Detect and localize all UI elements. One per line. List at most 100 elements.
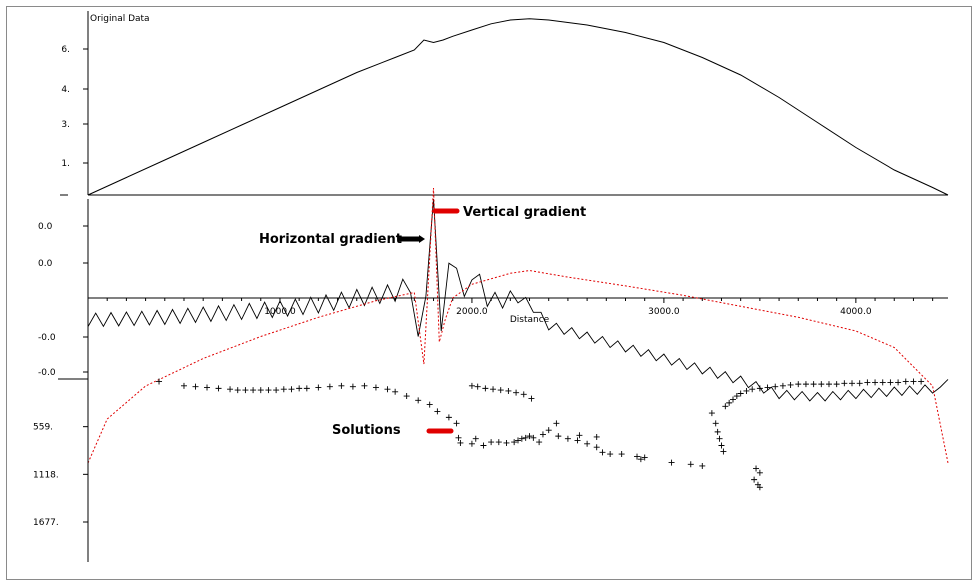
solution-point	[834, 381, 840, 387]
solution-point	[795, 381, 801, 387]
solution-point	[392, 389, 398, 395]
solution-point	[498, 387, 504, 393]
solution-point	[780, 383, 786, 389]
panel1-series-line	[88, 19, 948, 195]
solution-point	[765, 385, 771, 391]
solution-point	[258, 387, 264, 393]
solution-point	[718, 443, 724, 449]
solution-point	[734, 393, 740, 399]
solution-point	[811, 381, 817, 387]
solution-point	[427, 402, 433, 408]
solution-point	[338, 383, 344, 389]
solutions-annotation: Solutions	[332, 423, 401, 438]
panel1-y-tick-label: 6.	[61, 45, 70, 55]
solution-point	[730, 396, 736, 402]
solution-point	[772, 384, 778, 390]
solution-point	[469, 383, 475, 389]
solution-point	[910, 379, 916, 385]
solution-point	[521, 391, 527, 397]
solution-point	[296, 385, 302, 391]
solution-point	[555, 433, 561, 439]
solution-point	[803, 381, 809, 387]
solution-point	[594, 444, 600, 450]
panel1-y-tick-label: 4.	[61, 85, 70, 95]
solution-point	[575, 437, 581, 443]
solution-point	[864, 379, 870, 385]
solution-point	[749, 386, 755, 392]
solution-point	[619, 451, 625, 457]
solution-point	[490, 386, 496, 392]
panel2-y-tick-label: -0.0	[38, 368, 56, 378]
solution-point	[250, 387, 256, 393]
solution-point	[315, 385, 321, 391]
panel3-y-tick-label: 1118.	[33, 470, 59, 480]
solution-point	[751, 477, 757, 483]
solution-point	[849, 380, 855, 386]
solution-point	[887, 379, 893, 385]
solution-point	[455, 435, 461, 441]
solution-point	[546, 427, 552, 433]
panel2-y-tick-label: -0.0	[38, 333, 56, 343]
panel2-x-tick-label: 3000.0	[648, 307, 680, 317]
solution-point	[818, 381, 824, 387]
horizontal-gradient-arrowhead	[419, 235, 425, 243]
solution-point	[193, 384, 199, 390]
solution-point	[415, 397, 421, 403]
solution-point	[503, 440, 509, 446]
solution-point	[373, 385, 379, 391]
solution-point	[273, 387, 279, 393]
panel1-y-tick-label: 3.	[61, 120, 70, 130]
solution-point	[536, 439, 542, 445]
solution-point	[757, 470, 763, 476]
solution-point	[722, 403, 728, 409]
panel3-y-tick-label: 559.	[33, 423, 53, 433]
panel2-x-tick-label: 4000.0	[840, 307, 872, 317]
panel1-y-tick-label: 1.	[61, 159, 70, 169]
solution-point	[361, 383, 367, 389]
panel2-x-tick-label: 2000.0	[456, 307, 488, 317]
figure-frame: Original Data 6. 4. 3. 1. 0.0 0.0 -0.0 -0.0 1000.…	[6, 6, 972, 580]
solution-point	[753, 466, 759, 472]
solution-point	[482, 385, 488, 391]
panel2-y-tick-label: 0.0	[38, 222, 53, 232]
solution-point	[576, 432, 582, 438]
solution-point	[553, 420, 559, 426]
solution-point	[565, 436, 571, 442]
solution-point	[513, 390, 519, 396]
solution-point	[717, 436, 723, 442]
solution-point	[709, 410, 715, 416]
solution-point	[265, 387, 271, 393]
horizontal-gradient-line	[88, 199, 948, 401]
solution-point	[699, 463, 705, 469]
solution-point	[457, 440, 463, 446]
solution-point	[469, 441, 475, 447]
solution-point	[594, 434, 600, 440]
solution-point	[488, 439, 494, 445]
chart-canvas: Original Data 6. 4. 3. 1. 0.0 0.0 -0.0 -0.0 1000.…	[7, 7, 971, 579]
solution-point	[528, 396, 534, 402]
solution-point	[713, 420, 719, 426]
solution-point	[304, 385, 310, 391]
solution-point	[743, 388, 749, 394]
solution-point	[446, 414, 452, 420]
horizontal-gradient-annotation: Horizontal gradient	[259, 232, 402, 247]
panel2-x-axis-label: Distance	[510, 315, 550, 325]
solution-point	[584, 441, 590, 447]
solution-point	[480, 443, 486, 449]
solution-point	[434, 408, 440, 414]
solution-point	[715, 429, 721, 435]
solution-point	[720, 448, 726, 454]
solution-point	[726, 400, 732, 406]
solution-point	[903, 379, 909, 385]
solution-point	[204, 385, 210, 391]
solution-point	[634, 454, 640, 460]
panel1-title: Original Data	[90, 14, 150, 24]
solution-point	[227, 386, 233, 392]
solution-point	[895, 379, 901, 385]
solution-point	[872, 379, 878, 385]
solution-point	[607, 451, 613, 457]
solution-point	[288, 386, 294, 392]
solution-point	[496, 439, 502, 445]
solution-point	[327, 384, 333, 390]
solution-point	[475, 384, 481, 390]
